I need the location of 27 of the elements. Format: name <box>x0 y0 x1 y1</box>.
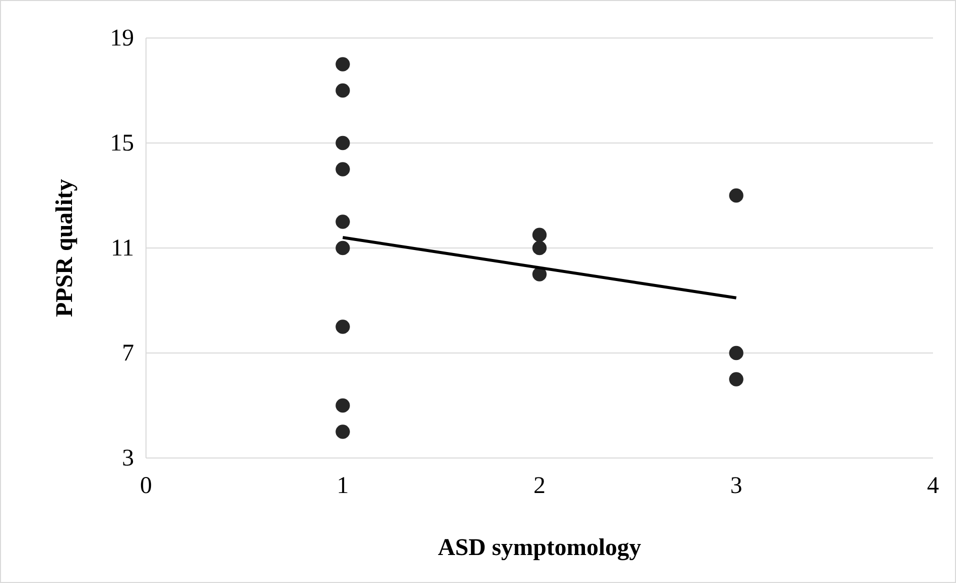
y-tick-label: 15 <box>110 130 134 157</box>
point <box>729 346 744 360</box>
point <box>336 424 350 439</box>
point <box>729 188 744 203</box>
point <box>336 320 350 334</box>
x-tick-label: 0 <box>140 473 152 500</box>
point <box>532 240 547 256</box>
x-tick-label: 1 <box>336 473 349 500</box>
y-tick-label: 3 <box>122 446 134 472</box>
y-tick-label: 11 <box>110 236 134 262</box>
point <box>336 162 350 176</box>
point <box>336 83 350 98</box>
x-tick-label: 2 <box>534 473 546 500</box>
point <box>336 136 350 150</box>
x-tick-label: 3 <box>730 473 742 500</box>
y-tick-label: 19 <box>110 26 134 52</box>
y-axis-title: PPSR quality <box>52 178 78 318</box>
point <box>336 57 350 72</box>
point <box>336 240 350 256</box>
point <box>729 372 744 386</box>
x-axis-title: ASD symptomology <box>438 535 642 561</box>
point <box>336 214 350 229</box>
x-tick-label: 4 <box>927 473 939 500</box>
point <box>532 267 547 282</box>
y-tick-label: 7 <box>122 340 134 367</box>
point <box>336 398 350 413</box>
point <box>532 228 547 242</box>
